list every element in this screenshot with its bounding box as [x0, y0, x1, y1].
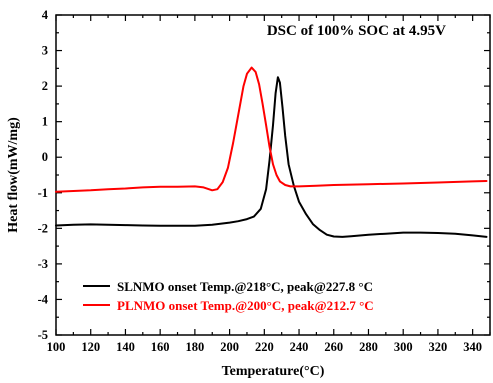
x-tick-label: 160: [151, 340, 170, 354]
y-tick-labels: -5 -4 -3 -2 -1 0 1 2 3 4: [38, 8, 49, 342]
y-tick-label: -1: [38, 186, 48, 200]
x-tick-label: 300: [394, 340, 413, 354]
y-tick-label: 1: [42, 115, 48, 129]
legend: SLNMO onset Temp.@218°C, peak@227.8 °C P…: [83, 279, 374, 313]
y-tick-label: -2: [38, 221, 48, 235]
x-tick-label: 180: [186, 340, 205, 354]
x-tick-labels: 100 120 140 160 180 200 220 240 260 280 300 320 340: [47, 340, 482, 354]
series-line-plnmo: [55, 66, 488, 193]
legend-label-slnmo: SLNMO onset Temp.@218°C, peak@227.8 °C: [117, 279, 373, 294]
x-tick-label: 200: [220, 340, 239, 354]
axis-ticks: [55, 14, 491, 336]
x-tick-label: 220: [255, 340, 274, 354]
legend-label-plnmo: PLNMO onset Temp.@200°C, peak@212.7 °C: [117, 298, 374, 313]
x-tick-label: 100: [47, 340, 66, 354]
x-tick-label: 260: [324, 340, 343, 354]
x-tick-label: 140: [116, 340, 135, 354]
x-axis-title: Temperature(°C): [222, 364, 325, 379]
series-line-slnmo: [55, 76, 488, 238]
y-axis-title: Heat flow(mW/mg): [6, 117, 21, 233]
y-tick-label: -3: [38, 257, 48, 271]
y-tick-label: 2: [42, 79, 48, 93]
y-tick-label: -5: [38, 328, 48, 342]
x-tick-label: 340: [463, 340, 482, 354]
y-tick-label: -4: [38, 292, 49, 306]
x-tick-label: 240: [290, 340, 309, 354]
x-tick-label: 320: [429, 340, 448, 354]
y-tick-label: 3: [42, 44, 48, 58]
x-tick-label: 120: [81, 340, 100, 354]
x-tick-label: 280: [359, 340, 378, 354]
series-lines: [55, 66, 488, 238]
y-tick-label: 0: [42, 150, 48, 164]
y-tick-label: 4: [42, 8, 49, 22]
chart-title: DSC of 100% SOC at 4.95V: [267, 23, 446, 39]
